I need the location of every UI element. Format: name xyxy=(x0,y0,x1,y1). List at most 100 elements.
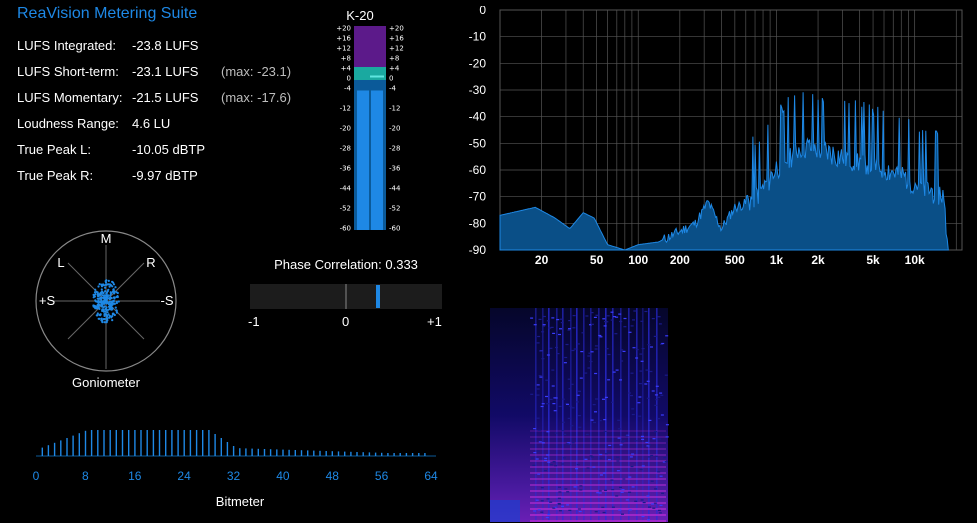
spectrogram-speck xyxy=(640,320,644,322)
spectrum-y-tick: -70 xyxy=(469,190,487,204)
spectrogram-speck xyxy=(549,347,553,349)
spectrogram-column xyxy=(598,308,600,522)
spectrogram-speck xyxy=(661,342,665,345)
spectrogram-speck xyxy=(640,499,644,501)
bitmeter-bar xyxy=(381,452,383,456)
spectrogram-speck xyxy=(657,471,661,473)
bitmeter-bar xyxy=(189,430,192,456)
spectrogram-speck xyxy=(607,452,611,454)
spectrogram-speck xyxy=(615,316,619,318)
bitmeter: 0 8 16 24 32 40 48 56 64 xyxy=(33,430,438,483)
bitmeter-title: Bitmeter xyxy=(215,494,265,509)
bitmeter-bar xyxy=(368,452,371,456)
spectrogram-speck xyxy=(572,315,576,317)
spectrogram-speck xyxy=(647,444,651,446)
spectrogram-speck xyxy=(553,397,557,399)
bitmeter-tick-label: 24 xyxy=(177,469,191,483)
spectrogram-speck xyxy=(568,388,572,390)
spectrum-y-tick: -80 xyxy=(469,216,487,230)
kmeter-tick-label: +8 xyxy=(389,55,399,63)
goniometer-dot xyxy=(114,306,117,309)
spectrogram-speck xyxy=(613,316,616,318)
bitmeter-bar xyxy=(171,430,173,456)
spectrogram-speck xyxy=(617,428,621,430)
bitmeter-ticks: 0 8 16 24 32 40 48 56 64 xyxy=(33,469,438,483)
spectrogram-speck xyxy=(566,403,569,405)
kmeter-tick-label: -20 xyxy=(340,125,351,133)
goniometer-dot xyxy=(108,283,111,286)
stat-label: LUFS Short-term: xyxy=(17,64,119,79)
spectrogram-harmonic xyxy=(530,508,666,510)
spectrogram-speck xyxy=(646,495,650,497)
bitmeter-bar xyxy=(232,446,235,456)
stat-label: True Peak R: xyxy=(17,168,94,183)
spectrum-y-tick: -40 xyxy=(469,110,487,124)
kmeter-tick-label: +12 xyxy=(389,45,404,53)
spectrogram-speck xyxy=(552,507,556,509)
goniometer-dot xyxy=(108,285,111,288)
spectrum-curve xyxy=(499,92,949,251)
kmeter-tick-label: +4 xyxy=(341,65,352,73)
spectrogram-speck xyxy=(630,372,634,374)
spectrogram-speck xyxy=(648,506,651,508)
kmeter-tick-label: -4 xyxy=(344,85,352,93)
spectrogram-speck xyxy=(541,358,545,360)
spectrogram-speck xyxy=(627,392,631,394)
bitmeter-bar xyxy=(53,442,56,456)
bitmeter-bar xyxy=(418,453,420,456)
goniometer-ring xyxy=(35,230,177,372)
goniometer-dot xyxy=(92,296,95,299)
kmeter-tick-label: 0 xyxy=(347,75,351,83)
bitmeter-bar xyxy=(344,451,346,456)
spectrogram-harmonic xyxy=(530,478,666,480)
spectrogram-speck xyxy=(573,348,577,350)
goniometer-dot xyxy=(115,301,118,305)
goniometer-dot xyxy=(99,296,102,299)
spectrogram-speck xyxy=(587,355,591,357)
spectrum-y-tick: -30 xyxy=(469,83,487,97)
spectrogram-harmonic xyxy=(530,442,666,444)
goniometer-dot xyxy=(98,307,101,310)
bitmeter-tick-label: 8 xyxy=(82,469,89,483)
goniometer-label-minus-s: -S xyxy=(161,293,174,308)
spectrogram-speck xyxy=(536,394,540,396)
bitmeter-tick-label: 16 xyxy=(128,469,142,483)
spectrogram-speck xyxy=(612,371,616,373)
spectrogram-harmonic xyxy=(530,460,666,462)
goniometer-dot xyxy=(109,293,112,296)
spectrogram-speck xyxy=(653,335,657,337)
goniometer-label-r: R xyxy=(146,255,155,270)
goniometer-dot xyxy=(102,296,105,299)
spectrogram-speck xyxy=(608,444,612,446)
spectrogram-column xyxy=(636,308,638,522)
spectrogram-speck xyxy=(536,384,540,386)
spectrogram-column xyxy=(570,308,572,522)
kmeter-tick-label: +20 xyxy=(336,25,351,33)
bitmeter-bar xyxy=(350,451,352,456)
spectrogram-speck xyxy=(545,395,548,398)
spectrogram-speck xyxy=(593,421,596,424)
goniometer-dot xyxy=(96,312,99,315)
kmeter-tick-label: -28 xyxy=(389,145,400,153)
spectrogram-speck xyxy=(578,426,582,428)
spectrogram-speck xyxy=(550,326,554,328)
goniometer-dot xyxy=(96,300,99,303)
spectrogram-speck xyxy=(602,472,606,474)
spectrogram-speck xyxy=(535,499,539,501)
bitmeter-bar xyxy=(374,452,377,456)
spectrogram-speck xyxy=(661,492,665,494)
goniometer-dot xyxy=(104,312,107,316)
spectrogram-speck xyxy=(557,502,561,505)
spectrogram-speck xyxy=(576,463,580,466)
goniometer-dot xyxy=(100,317,103,320)
goniometer-dot xyxy=(97,285,100,288)
goniometer-dot xyxy=(106,283,109,286)
stat-value: 4.6 LU xyxy=(132,116,171,131)
spectrogram-speck xyxy=(546,320,550,322)
spectrogram-speck xyxy=(546,454,549,456)
goniometer-dot xyxy=(108,314,111,318)
spectrum-x-axis: 20 50 100 200 500 1k 2k 5k 10k xyxy=(535,253,925,267)
kmeter-tick-label: -28 xyxy=(340,145,351,153)
spectrogram-speck xyxy=(536,388,540,390)
phase-label: Phase Correlation: 0.333 xyxy=(274,257,418,272)
